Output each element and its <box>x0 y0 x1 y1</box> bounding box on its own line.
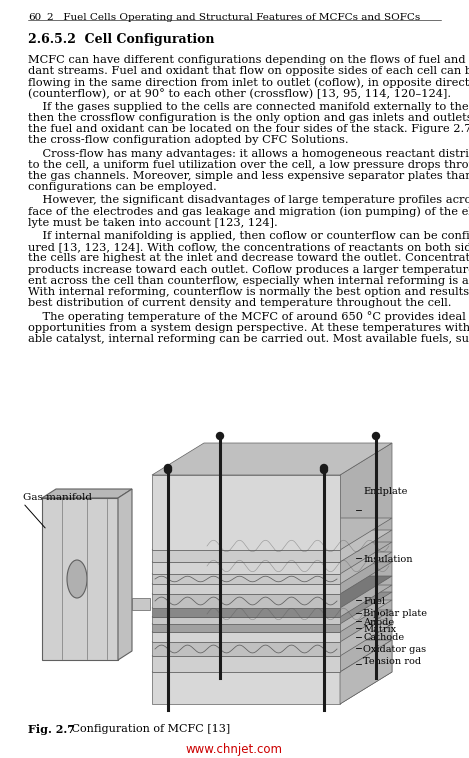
Polygon shape <box>152 542 392 574</box>
Polygon shape <box>152 592 392 624</box>
Text: (counterflow), or at 90° to each other (crossflow) [13, 95, 114, 120–124].: (counterflow), or at 90° to each other (… <box>28 89 451 99</box>
Circle shape <box>372 433 379 440</box>
Text: Configuration of MCFC [13]: Configuration of MCFC [13] <box>61 724 230 734</box>
FancyBboxPatch shape <box>132 598 150 610</box>
Bar <box>152 574 340 584</box>
Text: Matrix: Matrix <box>363 625 396 634</box>
Text: ured [13, 123, 124]. With coflow, the concentrations of reactants on both sides : ured [13, 123, 124]. With coflow, the co… <box>28 243 469 252</box>
Polygon shape <box>152 552 392 584</box>
Text: 60: 60 <box>28 13 41 22</box>
Polygon shape <box>152 530 392 562</box>
Bar <box>152 608 340 617</box>
Bar <box>152 550 340 562</box>
Polygon shape <box>152 443 392 475</box>
Bar <box>152 632 340 642</box>
Circle shape <box>320 465 327 471</box>
Polygon shape <box>152 640 392 672</box>
Text: configurations can be employed.: configurations can be employed. <box>28 182 217 193</box>
Polygon shape <box>340 640 392 704</box>
Text: Oxidator gas: Oxidator gas <box>363 645 426 654</box>
Text: ent across the cell than counterflow, especially when internal reforming is appl: ent across the cell than counterflow, es… <box>28 276 469 286</box>
Polygon shape <box>118 489 132 660</box>
Text: Gas manifold: Gas manifold <box>23 493 92 502</box>
Text: Fuel: Fuel <box>363 597 385 606</box>
Text: the cells are highest at the inlet and decrease toward the outlet. Concentration: the cells are highest at the inlet and d… <box>28 253 469 263</box>
Text: dant streams. Fuel and oxidant that flow on opposite sides of each cell can be: dant streams. Fuel and oxidant that flow… <box>28 66 469 77</box>
Bar <box>152 562 340 574</box>
Circle shape <box>320 466 327 474</box>
Text: Cross-flow has many advantages: it allows a homogeneous reactant distribution: Cross-flow has many advantages: it allow… <box>28 149 469 158</box>
Text: lyte must be taken into account [123, 124].: lyte must be taken into account [123, 12… <box>28 218 278 228</box>
Polygon shape <box>152 585 392 617</box>
Polygon shape <box>340 443 392 704</box>
Text: face of the electrodes and gas leakage and migration (ion pumping) of the electr: face of the electrodes and gas leakage a… <box>28 207 469 217</box>
Polygon shape <box>152 624 392 656</box>
Text: If the gases supplied to the cells are connected manifold externally to the stac: If the gases supplied to the cells are c… <box>28 102 469 111</box>
Bar <box>152 672 340 704</box>
Bar <box>152 642 340 656</box>
Text: The operating temperature of the MCFC of around 650 °C provides ideal: The operating temperature of the MCFC of… <box>28 312 466 322</box>
Circle shape <box>165 465 172 471</box>
Text: 2.6.5.2  Cell Configuration: 2.6.5.2 Cell Configuration <box>28 33 214 46</box>
Text: the gas channels. Moreover, simple and less expensive separator plates than othe: the gas channels. Moreover, simple and l… <box>28 171 469 181</box>
Polygon shape <box>152 518 392 550</box>
Text: then the crossflow configuration is the only option and gas inlets and outlets f: then the crossflow configuration is the … <box>28 113 469 123</box>
Polygon shape <box>152 610 392 642</box>
Text: MCFC can have different configurations depending on the flows of fuel and oxi-: MCFC can have different configurations d… <box>28 55 469 65</box>
Bar <box>152 656 340 672</box>
Text: However, the significant disadvantages of large temperature profiles across the: However, the significant disadvantages o… <box>28 196 469 205</box>
Text: the cross-flow configuration adopted by CFC Solutions.: the cross-flow configuration adopted by … <box>28 136 348 146</box>
Text: Endplate: Endplate <box>363 487 408 496</box>
Text: flowing in the same direction from inlet to outlet (coflow), in opposite directi: flowing in the same direction from inlet… <box>28 77 469 88</box>
Text: Bipolar plate: Bipolar plate <box>363 609 427 618</box>
Text: products increase toward each outlet. Coflow produces a larger temperature gradi: products increase toward each outlet. Co… <box>28 265 469 274</box>
Ellipse shape <box>67 560 87 598</box>
Text: Fig. 2.7: Fig. 2.7 <box>28 724 75 735</box>
Text: Tension rod: Tension rod <box>363 657 421 666</box>
Circle shape <box>217 433 224 440</box>
Text: to the cell, a uniform fuel utilization over the cell, a low pressure drops thro: to the cell, a uniform fuel utilization … <box>28 160 469 170</box>
Text: best distribution of current density and temperature throughout the cell.: best distribution of current density and… <box>28 298 452 309</box>
Text: With internal reforming, counterflow is normally the best option and results in : With internal reforming, counterflow is … <box>28 287 469 297</box>
Circle shape <box>165 466 172 474</box>
Bar <box>42 498 118 660</box>
Polygon shape <box>42 489 132 498</box>
Text: www.chnjet.com: www.chnjet.com <box>186 743 282 756</box>
Bar <box>152 594 340 608</box>
Bar <box>152 584 340 594</box>
Bar <box>152 624 340 632</box>
Text: 2   Fuel Cells Operating and Structural Features of MCFCs and SOFCs: 2 Fuel Cells Operating and Structural Fe… <box>47 13 421 22</box>
Text: Insulation: Insulation <box>363 555 413 564</box>
Text: opportunities from a system design perspective. At these temperatures with a sui: opportunities from a system design persp… <box>28 323 469 333</box>
Bar <box>152 475 340 550</box>
Text: Anode: Anode <box>363 618 394 627</box>
Text: Cathode: Cathode <box>363 633 404 642</box>
Text: If internal manifolding is applied, then coflow or counterflow can be config-: If internal manifolding is applied, then… <box>28 231 469 241</box>
Bar <box>152 617 340 624</box>
Polygon shape <box>152 576 392 608</box>
Text: able catalyst, internal reforming can be carried out. Most available fuels, such: able catalyst, internal reforming can be… <box>28 334 469 344</box>
Text: the fuel and oxidant can be located on the four sides of the stack. Figure 2.7 s: the fuel and oxidant can be located on t… <box>28 124 469 134</box>
Polygon shape <box>152 600 392 632</box>
Polygon shape <box>152 562 392 594</box>
